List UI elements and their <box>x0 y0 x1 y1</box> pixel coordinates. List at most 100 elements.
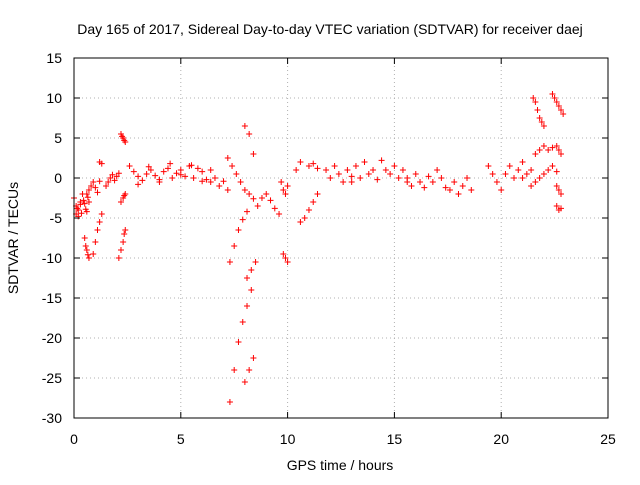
data-point <box>553 168 560 175</box>
data-point <box>241 187 248 193</box>
series-s8 <box>115 227 129 261</box>
data-point <box>558 191 565 197</box>
data-point <box>244 275 251 281</box>
data-point <box>297 159 304 165</box>
data-point <box>160 168 167 175</box>
data-point <box>348 173 355 180</box>
chart-title: Day 165 of 2017, Sidereal Day-to-day VTE… <box>77 21 583 37</box>
data-point <box>88 183 95 189</box>
data-point <box>130 168 137 175</box>
data-point <box>485 163 492 169</box>
plot-frame <box>73 57 609 419</box>
data-point <box>387 171 394 177</box>
data-point <box>113 173 120 180</box>
data-point <box>555 103 562 109</box>
data-point <box>147 167 154 173</box>
data-point <box>90 251 97 257</box>
series-s18 <box>244 259 259 281</box>
data-point <box>226 399 233 405</box>
data-point <box>468 187 475 193</box>
data-point <box>94 227 101 233</box>
x-tick-label: 5 <box>177 431 185 447</box>
series-s32 <box>429 167 449 191</box>
data-point <box>122 191 129 197</box>
data-point <box>284 183 291 189</box>
data-point <box>169 175 176 181</box>
data-point <box>446 187 453 193</box>
data-point <box>459 183 466 189</box>
data-point <box>412 171 419 177</box>
data-point <box>558 151 565 157</box>
series-s34 <box>485 159 526 193</box>
data-point <box>231 367 238 373</box>
data-point <box>540 143 547 149</box>
data-point <box>85 255 92 261</box>
data-point <box>207 167 214 173</box>
x-tick-label: 25 <box>600 431 616 447</box>
data-point <box>82 206 89 213</box>
data-point <box>323 167 330 173</box>
series-s20 <box>241 123 257 157</box>
data-point <box>250 151 257 157</box>
y-tick-label: -30 <box>42 410 62 426</box>
data-point <box>122 139 129 145</box>
series-s26 <box>297 191 321 225</box>
data-point <box>145 163 152 170</box>
data-point <box>246 131 253 137</box>
data-point <box>152 172 159 179</box>
data-point <box>357 175 364 181</box>
x-tick-label: 0 <box>70 431 78 447</box>
data-point <box>258 195 265 201</box>
data-point <box>82 243 89 249</box>
data-point <box>226 259 233 265</box>
data-point <box>536 115 543 121</box>
grid-lines <box>74 58 608 418</box>
data-point <box>528 167 535 173</box>
data-point <box>532 179 539 185</box>
data-point <box>280 251 287 257</box>
data-point <box>77 201 84 208</box>
data-point <box>335 171 342 177</box>
data-point <box>344 167 351 173</box>
data-point <box>310 199 317 205</box>
data-point <box>555 147 562 153</box>
data-point <box>434 167 441 173</box>
series-s33 <box>446 175 475 197</box>
data-point <box>84 251 91 258</box>
series-s30 <box>387 163 411 185</box>
data-point <box>78 210 85 217</box>
data-point <box>493 179 500 185</box>
data-point <box>425 173 432 180</box>
data-point <box>241 123 248 129</box>
data-point <box>80 197 87 204</box>
series-s6 <box>96 159 105 167</box>
data-point <box>164 165 171 172</box>
data-point <box>327 175 334 181</box>
data-point <box>271 205 278 212</box>
data-point <box>248 267 255 273</box>
data-point <box>280 187 287 193</box>
data-point <box>417 179 424 185</box>
data-point <box>361 159 368 165</box>
series-s27 <box>305 160 321 172</box>
y-axis-label: SDTVAR / TECUs <box>5 182 21 294</box>
data-point <box>246 191 253 197</box>
data-point <box>244 208 251 215</box>
series-s37 <box>532 143 556 157</box>
data-point <box>404 175 411 181</box>
data-point <box>282 255 289 261</box>
data-point <box>177 167 184 173</box>
series-s16 <box>226 208 251 265</box>
series-s22 <box>254 191 283 217</box>
data-point <box>252 259 259 265</box>
data-point <box>199 168 206 175</box>
data-point <box>391 163 398 169</box>
data-point <box>248 287 255 293</box>
data-point <box>365 171 372 177</box>
data-point <box>94 189 101 196</box>
y-tick-label: 15 <box>46 50 62 66</box>
data-point <box>532 99 539 105</box>
data-point <box>103 183 110 189</box>
y-tick-label: -10 <box>42 250 62 266</box>
data-point <box>297 219 304 225</box>
